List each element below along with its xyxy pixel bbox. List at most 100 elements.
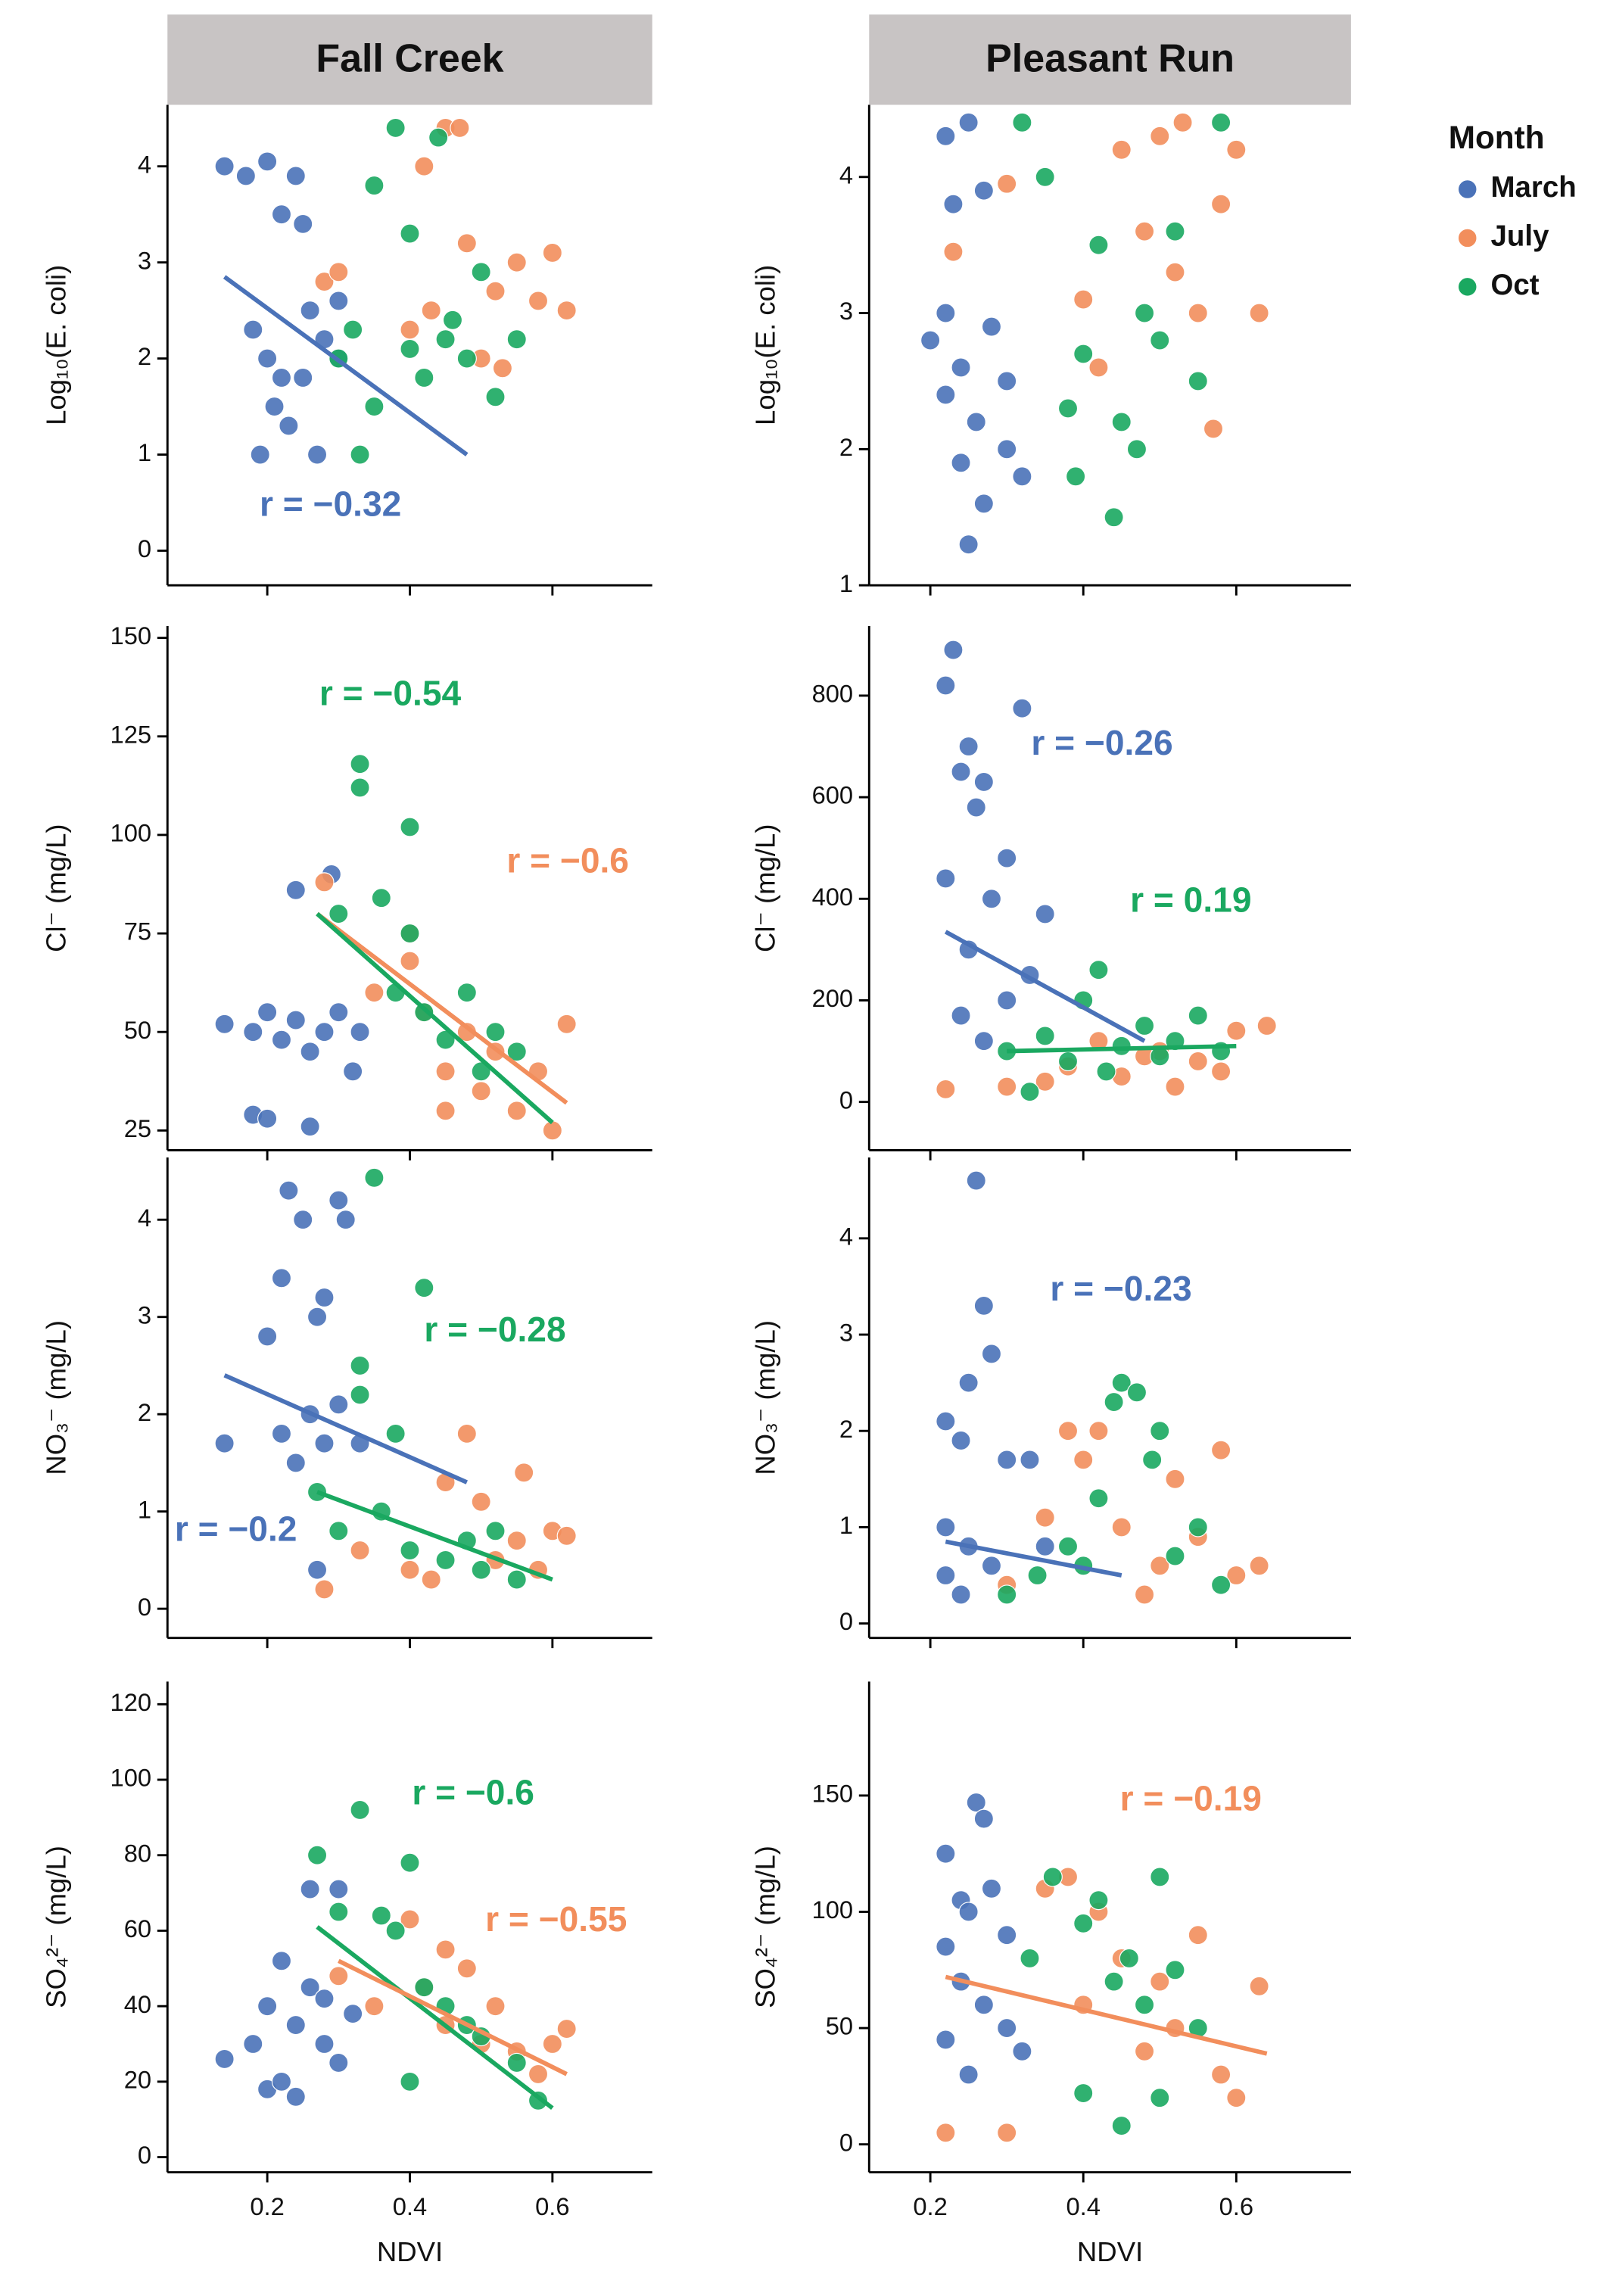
- point: [997, 2123, 1017, 2143]
- point: [328, 1521, 349, 1541]
- point: [314, 872, 335, 893]
- point: [936, 2123, 956, 2143]
- point: [1203, 419, 1224, 439]
- y-tick-label: 2: [839, 433, 853, 461]
- x-tick-label: 0.2: [250, 2192, 284, 2220]
- annotation: r = −0.6: [412, 1773, 534, 1812]
- point: [1134, 1015, 1155, 1036]
- point: [279, 416, 299, 436]
- point: [285, 1453, 306, 1473]
- point: [1111, 139, 1132, 160]
- point: [1150, 1867, 1170, 1887]
- point: [400, 338, 420, 359]
- point: [1066, 466, 1086, 487]
- point: [485, 387, 506, 407]
- point: [471, 1081, 491, 1101]
- point: [314, 1433, 335, 1453]
- point: [1150, 1971, 1170, 1992]
- point: [506, 1569, 527, 1590]
- point: [314, 2033, 335, 2055]
- point: [936, 1565, 956, 1586]
- y-tick-label: 4: [839, 160, 853, 188]
- point: [1188, 303, 1208, 323]
- point: [250, 444, 270, 465]
- point: [300, 1879, 320, 1899]
- point: [1104, 1391, 1124, 1413]
- point: [936, 2030, 956, 2050]
- point: [1057, 398, 1079, 419]
- point: [243, 1022, 263, 1042]
- x-axis-label: NDVI: [1077, 2236, 1143, 2267]
- annotation: r = −0.54: [319, 674, 462, 713]
- point: [471, 1491, 491, 1512]
- point: [997, 2017, 1017, 2039]
- point: [328, 1002, 349, 1023]
- legend-marker: [1457, 228, 1478, 248]
- point: [958, 1902, 979, 1922]
- y-tick-label: 75: [124, 917, 151, 946]
- y-tick-label: 0: [839, 1086, 853, 1114]
- point: [1088, 357, 1109, 378]
- point: [1134, 1584, 1155, 1605]
- y-tick-label: 4: [138, 1204, 151, 1232]
- point: [1249, 1556, 1269, 1576]
- point: [951, 357, 971, 378]
- point: [414, 156, 434, 176]
- point: [350, 1540, 370, 1561]
- point: [1027, 1565, 1048, 1586]
- y-tick-label: 150: [812, 1780, 854, 1808]
- annotation: r = −0.6: [506, 841, 629, 880]
- point: [414, 367, 434, 388]
- point: [1042, 1867, 1063, 1887]
- point: [556, 2018, 577, 2039]
- point: [364, 1167, 385, 1188]
- point: [1172, 112, 1193, 132]
- point: [285, 166, 306, 186]
- y-tick-label: 4: [839, 1222, 853, 1250]
- point: [973, 494, 994, 514]
- point: [1165, 221, 1185, 241]
- point: [314, 1287, 335, 1308]
- point: [285, 2086, 306, 2107]
- point: [1035, 167, 1055, 187]
- point: [936, 675, 956, 696]
- point: [364, 176, 385, 196]
- y-tick-label: 1: [138, 1495, 151, 1523]
- point: [471, 1559, 491, 1580]
- point: [1020, 1082, 1040, 1102]
- fit-line: [223, 1373, 468, 1484]
- point: [973, 1808, 994, 1829]
- point: [1211, 1575, 1231, 1595]
- point: [1073, 344, 1094, 364]
- y-tick-label: 0: [138, 2141, 151, 2169]
- point: [257, 1002, 278, 1023]
- point: [328, 262, 349, 282]
- point: [973, 1995, 994, 2015]
- point: [1088, 960, 1109, 980]
- point: [485, 1996, 506, 2017]
- point: [1211, 1061, 1231, 1082]
- point: [335, 1210, 356, 1230]
- point: [973, 771, 994, 793]
- y-tick-label: 80: [124, 1839, 151, 1867]
- point: [1165, 1960, 1185, 1980]
- y-tick-label: 3: [839, 1319, 853, 1347]
- y-tick-label: 20: [124, 2066, 151, 2094]
- point: [400, 923, 420, 944]
- annotation: r = −0.32: [260, 484, 401, 523]
- point: [400, 817, 420, 837]
- point: [214, 1014, 235, 1034]
- point: [314, 1989, 335, 2009]
- x-tick-label: 0.4: [393, 2192, 427, 2220]
- point: [350, 754, 370, 774]
- point: [414, 1278, 434, 1298]
- point: [400, 1852, 420, 1873]
- point: [350, 1385, 370, 1405]
- point: [450, 117, 470, 139]
- point: [343, 2004, 363, 2024]
- point: [214, 1433, 235, 1453]
- y-tick-label: 4: [138, 150, 151, 178]
- point: [314, 1022, 335, 1042]
- y-tick-label: 3: [138, 1301, 151, 1329]
- point: [428, 127, 449, 148]
